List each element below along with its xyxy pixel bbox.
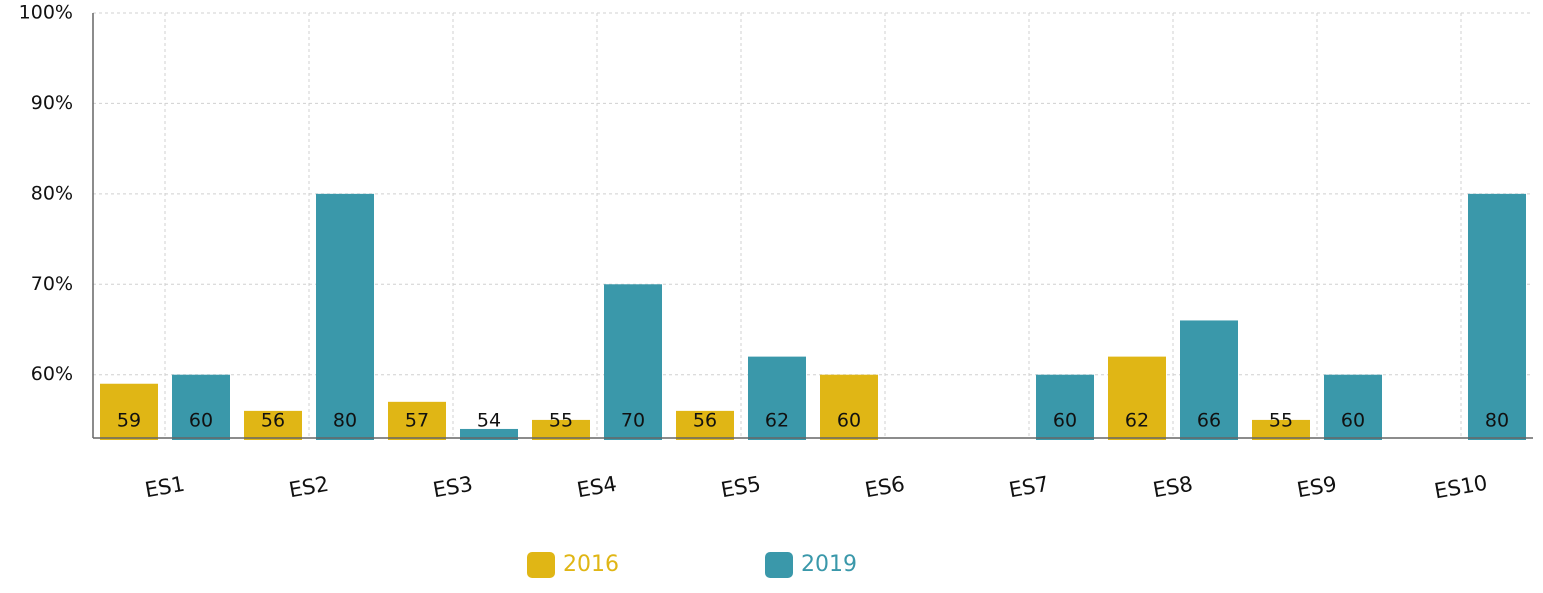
legend-swatch bbox=[765, 552, 793, 578]
value-label: 62 bbox=[1125, 410, 1149, 432]
bar bbox=[316, 193, 374, 440]
value-label: 80 bbox=[1485, 410, 1509, 432]
value-label: 56 bbox=[261, 410, 285, 432]
bar bbox=[1108, 356, 1166, 440]
legend-swatch bbox=[527, 552, 555, 578]
bar bbox=[748, 356, 806, 440]
x-tick-label: ES2 bbox=[287, 472, 331, 503]
value-label: 60 bbox=[189, 410, 213, 432]
x-tick-label: ES10 bbox=[1432, 471, 1489, 504]
bar bbox=[388, 401, 446, 440]
bar bbox=[100, 383, 158, 440]
bar bbox=[172, 374, 230, 440]
x-tick-label: ES7 bbox=[1007, 472, 1051, 503]
value-label: 60 bbox=[837, 410, 861, 432]
x-tick-label: ES6 bbox=[863, 472, 907, 503]
bar bbox=[1180, 320, 1238, 440]
value-label: 55 bbox=[549, 410, 573, 432]
x-tick-label: ES9 bbox=[1295, 472, 1339, 503]
value-label: 54 bbox=[477, 410, 501, 432]
legend-label: 2016 bbox=[563, 552, 619, 577]
value-label: 60 bbox=[1341, 410, 1365, 432]
x-tick-label: ES5 bbox=[719, 472, 763, 503]
bar bbox=[460, 428, 518, 440]
y-tick-label: 70% bbox=[31, 273, 73, 295]
value-label: 56 bbox=[693, 410, 717, 432]
value-label: 66 bbox=[1197, 410, 1221, 432]
y-tick-label: 80% bbox=[31, 182, 73, 204]
value-label: 62 bbox=[765, 410, 789, 432]
legend-label: 2019 bbox=[801, 552, 857, 577]
value-label: 70 bbox=[621, 410, 645, 432]
y-tick-label: 90% bbox=[31, 92, 73, 114]
bar bbox=[532, 419, 590, 440]
bar bbox=[1324, 374, 1382, 440]
x-tick-label: ES8 bbox=[1151, 472, 1195, 503]
bar bbox=[1252, 419, 1310, 440]
x-tick-label: ES3 bbox=[431, 472, 475, 503]
value-label: 60 bbox=[1053, 410, 1077, 432]
value-label: 80 bbox=[333, 410, 357, 432]
bar bbox=[604, 284, 662, 440]
bar bbox=[820, 374, 878, 440]
y-tick-label: 60% bbox=[31, 363, 73, 385]
y-tick-label: 100% bbox=[19, 2, 73, 24]
x-tick-label: ES4 bbox=[575, 472, 619, 503]
value-label: 57 bbox=[405, 410, 429, 432]
value-label: 59 bbox=[117, 410, 141, 432]
bar bbox=[676, 410, 734, 440]
bar bbox=[244, 410, 302, 440]
value-label: 55 bbox=[1269, 410, 1293, 432]
bar bbox=[1036, 374, 1094, 440]
x-tick-label: ES1 bbox=[143, 472, 187, 503]
bar bbox=[1468, 193, 1526, 440]
